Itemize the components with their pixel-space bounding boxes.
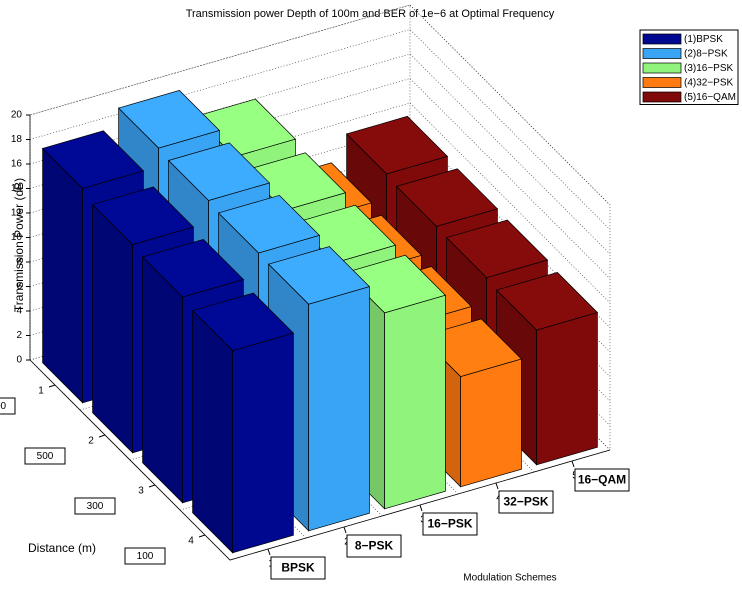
bar-front-face <box>232 332 294 554</box>
x-category: 16−PSK <box>422 512 478 536</box>
depth-tick-label: 2 <box>88 436 94 447</box>
bar-top-face <box>267 246 371 305</box>
depth-tick-label: 4 <box>188 536 194 547</box>
depth-tick <box>98 434 106 438</box>
y-axis-label: Transmission Power (dB) <box>12 178 26 312</box>
legend-swatch <box>642 77 682 88</box>
category-box <box>346 534 402 558</box>
legend-label: (5)16−QAM <box>684 92 736 103</box>
bar-top-face <box>217 194 321 254</box>
bar-top-face <box>345 115 449 175</box>
legend-label: (3)16−PSK <box>684 63 734 74</box>
category-box <box>498 490 554 514</box>
x-axis-label: Modulation Schemes <box>463 573 556 584</box>
y-tick-label: 4 <box>16 306 22 317</box>
depth-category: 500 <box>24 447 66 465</box>
x-tick <box>419 504 423 512</box>
depth-tick-label: 3 <box>138 486 144 497</box>
y-tick-label: 12 <box>11 208 23 219</box>
category-box <box>24 447 66 465</box>
x-category: BPSK <box>270 556 326 580</box>
x-category-label: 16−PSK <box>427 517 472 531</box>
category-box <box>0 397 16 415</box>
category-box <box>270 556 326 580</box>
bar-top-face <box>445 219 549 278</box>
y-tick-label: 16 <box>11 159 23 170</box>
floor-edge <box>29 359 611 561</box>
bar-top-face <box>495 272 599 331</box>
x-tick <box>571 460 575 468</box>
bar-front-face <box>460 358 522 488</box>
y-tick-label: 10 <box>11 232 23 243</box>
legend-label: (1)BPSK <box>684 34 723 45</box>
depth-category: 300 <box>74 497 116 515</box>
x-category-label: BPSK <box>281 561 315 575</box>
bar-left-face <box>92 203 133 454</box>
category-box <box>74 497 116 515</box>
category-box <box>124 547 166 565</box>
y-tick-label: 0 <box>16 355 22 366</box>
legend-swatch <box>642 91 682 103</box>
category-box <box>574 468 630 492</box>
depth-category-label: 500 <box>37 451 54 462</box>
depth-category-label: 100 <box>137 551 154 562</box>
legend-swatch <box>642 33 682 45</box>
y-tick-label: 14 <box>11 183 23 194</box>
bar-top-face <box>343 254 447 314</box>
category-box <box>422 512 478 536</box>
legend-label: (4)32−PSK <box>684 78 734 89</box>
y-tick-label: 18 <box>11 134 23 145</box>
x-category-label: 16−QAM <box>578 473 626 487</box>
bar-front-face <box>308 286 370 532</box>
legend-swatch <box>642 62 682 74</box>
bar-left-face <box>42 147 83 404</box>
depth-category: 100 <box>124 547 166 565</box>
depth-tick <box>48 384 56 388</box>
chart-title: Transmission power Depth of 100m and BER… <box>186 8 555 20</box>
bar-top-face <box>243 152 347 211</box>
bar-top-face <box>141 239 245 298</box>
bar-left-face <box>142 256 183 504</box>
depth-category-label: 1000 <box>0 401 7 412</box>
depth-axis-label: Distance (m) <box>28 541 96 555</box>
y-tick-label: 2 <box>16 330 22 341</box>
x-category-label: 32−PSK <box>503 495 548 509</box>
depth-category: 1000 <box>0 397 16 415</box>
depth-category-label: 300 <box>87 501 104 512</box>
legend-swatch <box>642 48 682 59</box>
bar-top-face <box>91 186 195 245</box>
bar-top-face <box>395 168 499 227</box>
legend-label: (2)8−PSK <box>684 49 728 60</box>
x-tick <box>267 548 271 556</box>
bar-top-face <box>117 90 221 149</box>
bar-top-face <box>193 98 297 158</box>
bar-top-face <box>41 130 145 189</box>
bar-left-face <box>192 309 233 554</box>
bar-top-face <box>191 292 295 352</box>
y-tick-label: 8 <box>16 257 22 268</box>
y-tick-label: 6 <box>16 281 22 292</box>
bar-top-face <box>419 318 523 377</box>
x-category: 32−PSK <box>498 490 554 514</box>
legend: (1)BPSK (2)8−PSK (3)16−PSK (4)32−PSK (5)16−Q… <box>639 29 739 105</box>
depth-tick <box>198 534 206 538</box>
x-category: 16−QAM <box>574 468 630 492</box>
bar-front-face <box>536 311 598 466</box>
bar-top-face <box>167 142 271 201</box>
bar <box>191 292 295 554</box>
x-tick <box>343 526 347 534</box>
x-category: 8−PSK <box>346 534 402 558</box>
x-tick <box>495 482 499 490</box>
x-category-label: 8−PSK <box>355 539 394 553</box>
bar-front-face <box>384 294 446 510</box>
y-tick-label: 20 <box>11 110 23 121</box>
depth-tick-label: 1 <box>38 386 44 397</box>
depth-tick <box>148 484 156 488</box>
